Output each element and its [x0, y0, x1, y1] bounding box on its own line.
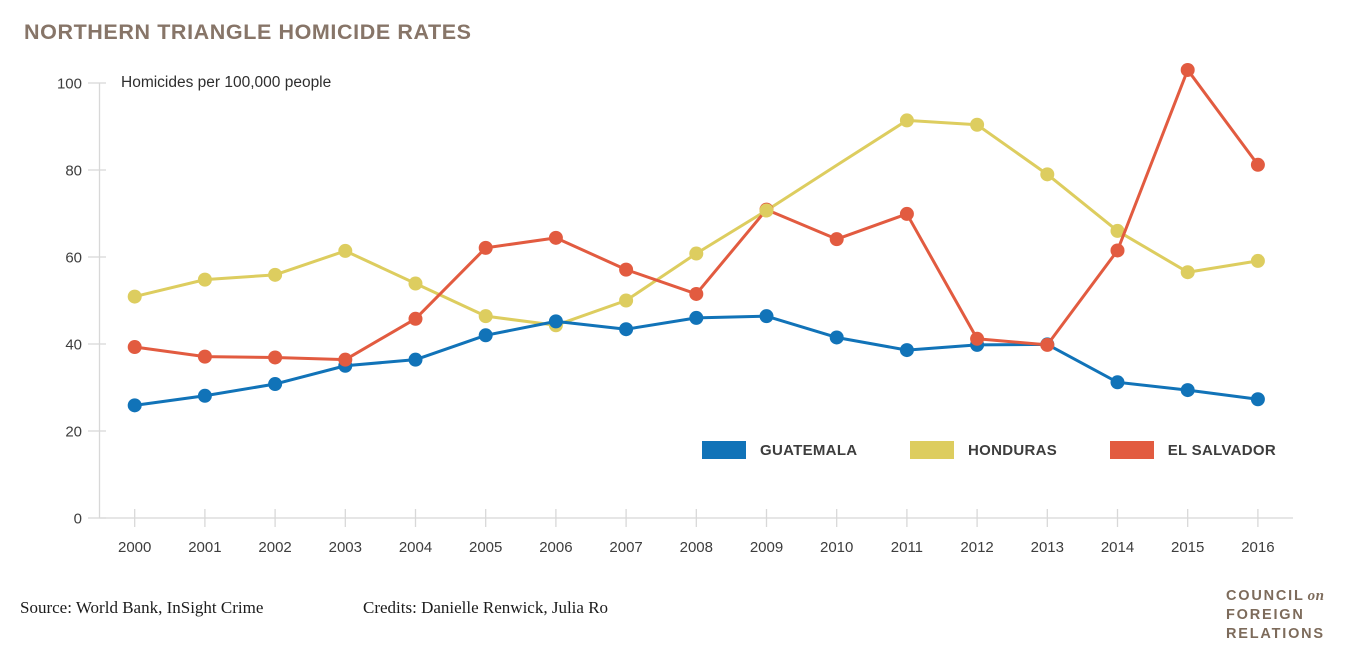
data-point-guatemala-2002 — [268, 377, 283, 392]
data-point-el-salvador-2001 — [197, 349, 212, 364]
y-tick-label: 0 — [74, 511, 82, 528]
cfr-logo-line2: FOREIGN — [1226, 607, 1305, 623]
data-point-guatemala-2006 — [548, 314, 563, 329]
x-tick-label: 2014 — [1101, 539, 1134, 556]
x-tick-label: 2010 — [820, 539, 853, 556]
data-point-el-salvador-2003 — [338, 352, 353, 367]
cfr-logo-on: on — [1307, 588, 1325, 604]
data-point-guatemala-2004 — [408, 352, 423, 367]
legend-label-el-salvador: EL SALVADOR — [1167, 441, 1276, 459]
data-point-el-salvador-2007 — [619, 262, 634, 277]
chart-legend: GUATEMALA HONDURAS EL SALVADOR — [702, 441, 1276, 459]
data-point-guatemala-2010 — [829, 330, 844, 345]
data-point-guatemala-2005 — [478, 328, 493, 343]
data-point-honduras-2011 — [899, 113, 914, 128]
x-tick-label: 2016 — [1241, 539, 1274, 556]
y-tick-label: 80 — [65, 163, 82, 180]
cfr-logo-line1: COUNCIL on — [1226, 588, 1325, 604]
data-point-guatemala-2001 — [197, 388, 212, 403]
data-point-guatemala-2016 — [1250, 392, 1265, 407]
x-tick-label: 2007 — [609, 539, 642, 556]
data-point-guatemala-2007 — [619, 322, 634, 337]
line-chart-canvas: 0 20 40 60 80 100 2000 2001 2002 2003 2004 2005 2006… — [57, 62, 1293, 556]
legend-swatch-guatemala — [702, 441, 746, 459]
legend-item-el-salvador: EL SALVADOR — [1109, 441, 1276, 459]
data-point-guatemala-2000 — [127, 398, 142, 413]
data-point-honduras-2012 — [970, 117, 985, 132]
source-text: Source: World Bank, InSight Crime — [20, 598, 264, 617]
data-point-honduras-2003 — [338, 243, 353, 258]
data-point-el-salvador-2014 — [1110, 243, 1125, 258]
x-tick-label: 2015 — [1171, 539, 1204, 556]
data-point-honduras-2015 — [1180, 265, 1195, 280]
data-point-guatemala-2009 — [759, 309, 774, 324]
data-point-el-salvador-2015 — [1180, 62, 1195, 77]
data-point-honduras-2008 — [689, 246, 704, 261]
data-point-honduras-2005 — [478, 309, 493, 324]
data-point-honduras-2016 — [1250, 253, 1265, 268]
x-tick-label: 2013 — [1031, 539, 1064, 556]
x-tick-label: 2001 — [188, 539, 221, 556]
data-point-el-salvador-2004 — [408, 311, 423, 326]
data-point-el-salvador-2012 — [970, 331, 985, 346]
data-point-guatemala-2015 — [1180, 383, 1195, 398]
y-tick-label: 100 — [57, 76, 82, 93]
data-point-overlay-honduras-2009 — [759, 203, 774, 218]
credits-text: Credits: Danielle Renwick, Julia Ro — [363, 598, 609, 617]
data-point-honduras-2007 — [619, 293, 634, 308]
data-point-honduras-2014 — [1110, 223, 1125, 238]
data-point-el-salvador-2016 — [1250, 157, 1265, 172]
data-point-guatemala-2008 — [689, 310, 704, 325]
data-point-honduras-2000 — [127, 289, 142, 304]
legend-item-honduras: HONDURAS — [910, 441, 1057, 459]
x-tick-label: 2011 — [891, 539, 923, 556]
x-tick-label: 2012 — [960, 539, 993, 556]
x-tick-label: 2006 — [539, 539, 572, 556]
cfr-logo-line3: RELATIONS — [1226, 626, 1325, 642]
series-line-guatemala — [133, 314, 1260, 407]
data-point-honduras-2002 — [268, 267, 283, 282]
data-point-el-salvador-2002 — [268, 350, 283, 365]
legend-label-guatemala: GUATEMALA — [760, 441, 858, 459]
data-point-el-salvador-2000 — [127, 340, 142, 355]
data-point-el-salvador-2005 — [478, 240, 493, 255]
data-point-honduras-2013 — [1040, 167, 1055, 182]
legend-label-honduras: HONDURAS — [968, 441, 1058, 459]
y-axis-title: Homicides per 100,000 people — [121, 74, 332, 91]
x-tick-label: 2004 — [399, 539, 432, 556]
x-tick-label: 2005 — [469, 539, 502, 556]
legend-swatch-honduras — [910, 441, 955, 459]
legend-swatch-el-salvador — [1109, 441, 1154, 459]
data-point-honduras-2001 — [197, 272, 212, 287]
data-point-el-salvador-2011 — [899, 206, 914, 221]
data-point-el-salvador-2010 — [829, 232, 844, 247]
data-point-honduras-2004 — [408, 276, 423, 291]
x-tick-label: 2002 — [258, 539, 291, 556]
x-tick-label: 2009 — [750, 539, 783, 556]
x-tick-label: 2008 — [680, 539, 713, 556]
legend-item-guatemala: GUATEMALA — [702, 441, 857, 459]
data-point-guatemala-2014 — [1110, 375, 1125, 390]
page-title: NORTHERN TRIANGLE HOMICIDE RATES — [24, 20, 472, 44]
y-tick-label: 40 — [65, 337, 82, 354]
x-tick-label: 2000 — [118, 539, 151, 556]
data-point-el-salvador-2006 — [548, 230, 563, 245]
data-point-el-salvador-2013 — [1040, 337, 1055, 352]
data-point-guatemala-2011 — [899, 343, 914, 358]
data-point-el-salvador-2008 — [689, 286, 704, 301]
x-tick-label: 2003 — [329, 539, 362, 556]
cfr-logo: COUNCIL on FOREIGN RELATIONS — [1226, 587, 1325, 644]
y-tick-label: 60 — [65, 250, 82, 267]
y-tick-label: 20 — [65, 424, 82, 441]
